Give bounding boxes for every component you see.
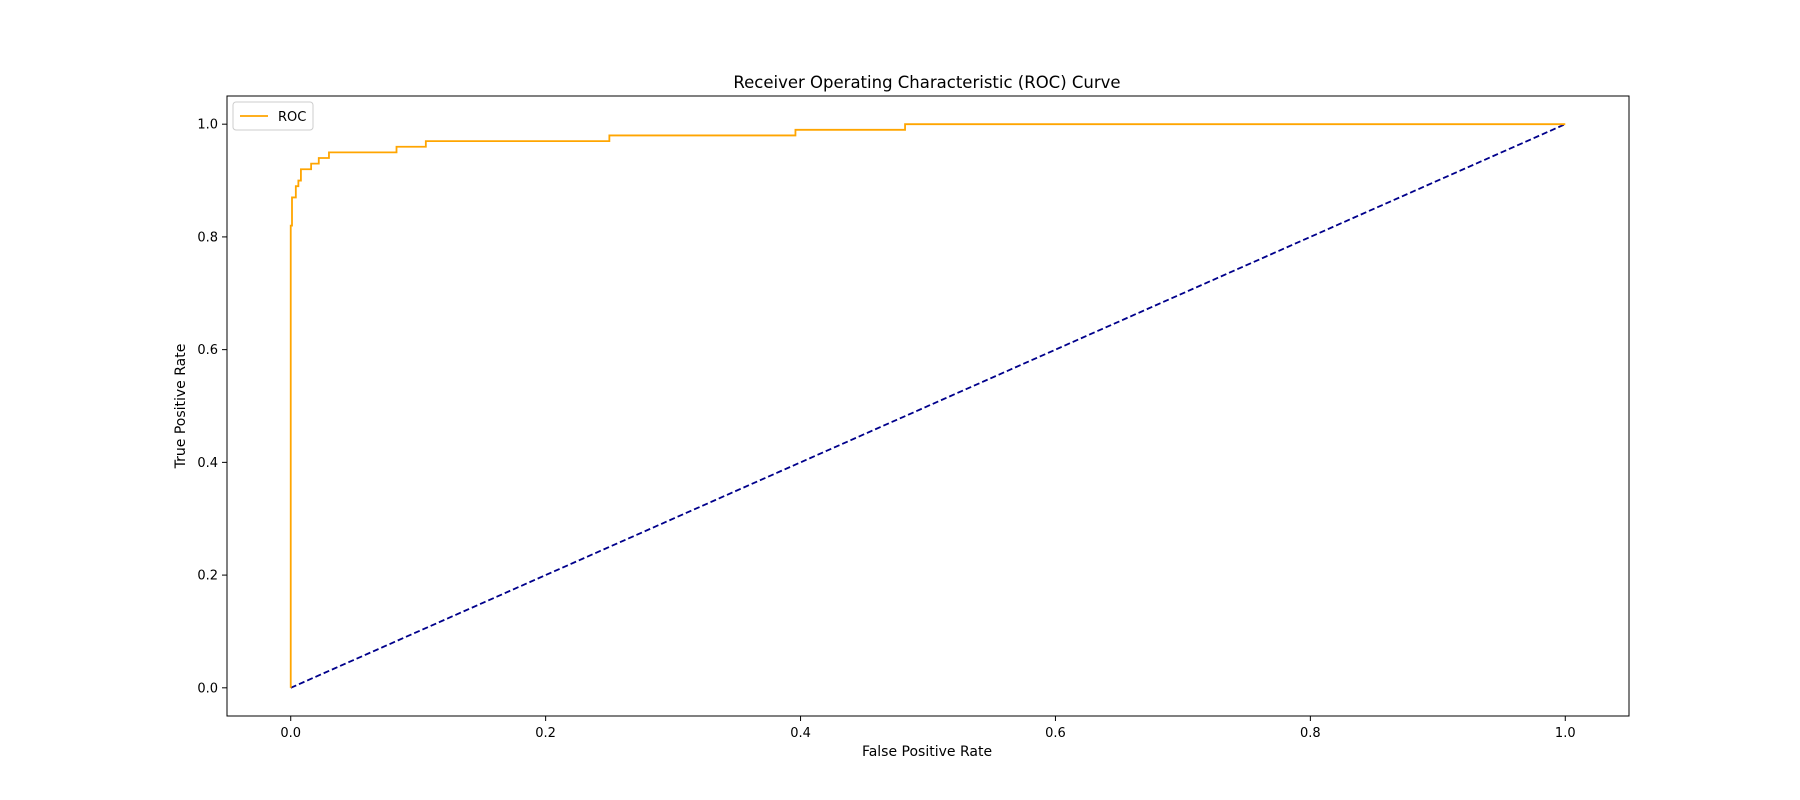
y-tick-label: 0.6 [197, 343, 218, 358]
y-tick-label: 0.4 [197, 456, 218, 471]
y-tick-label: 0.0 [197, 681, 218, 696]
x-tick-label: 1.0 [1555, 726, 1576, 741]
y-axis-label: True Positive Rate [173, 344, 189, 470]
y-tick-label: 1.0 [197, 118, 218, 133]
roc-curve-line [289, 123, 1566, 688]
plot-area [289, 123, 1566, 689]
x-tick-label: 0.4 [790, 726, 811, 741]
y-tick-label: 0.8 [197, 230, 218, 245]
y-tick-label: 0.2 [197, 569, 218, 584]
x-tick-label: 0.8 [1300, 726, 1321, 741]
y-axis: 0.0 0.2 0.4 0.6 0.8 1.0 [197, 118, 227, 696]
plot-frame [226, 95, 1630, 717]
chance-diagonal-line [290, 123, 1566, 689]
x-axis-label: False Positive Rate [862, 744, 992, 760]
chart-title: Receiver Operating Characteristic (ROC) … [733, 73, 1120, 92]
legend-roc-label: ROC [278, 110, 306, 125]
x-tick-label: 0.2 [535, 726, 556, 741]
legend-box [232, 101, 314, 131]
x-tick-label: 0.0 [280, 726, 301, 741]
x-tick-label: 0.6 [1045, 726, 1066, 741]
x-axis: 0.0 0.2 0.4 0.6 0.8 1.0 [280, 716, 1576, 741]
legend: ROC [232, 101, 314, 131]
